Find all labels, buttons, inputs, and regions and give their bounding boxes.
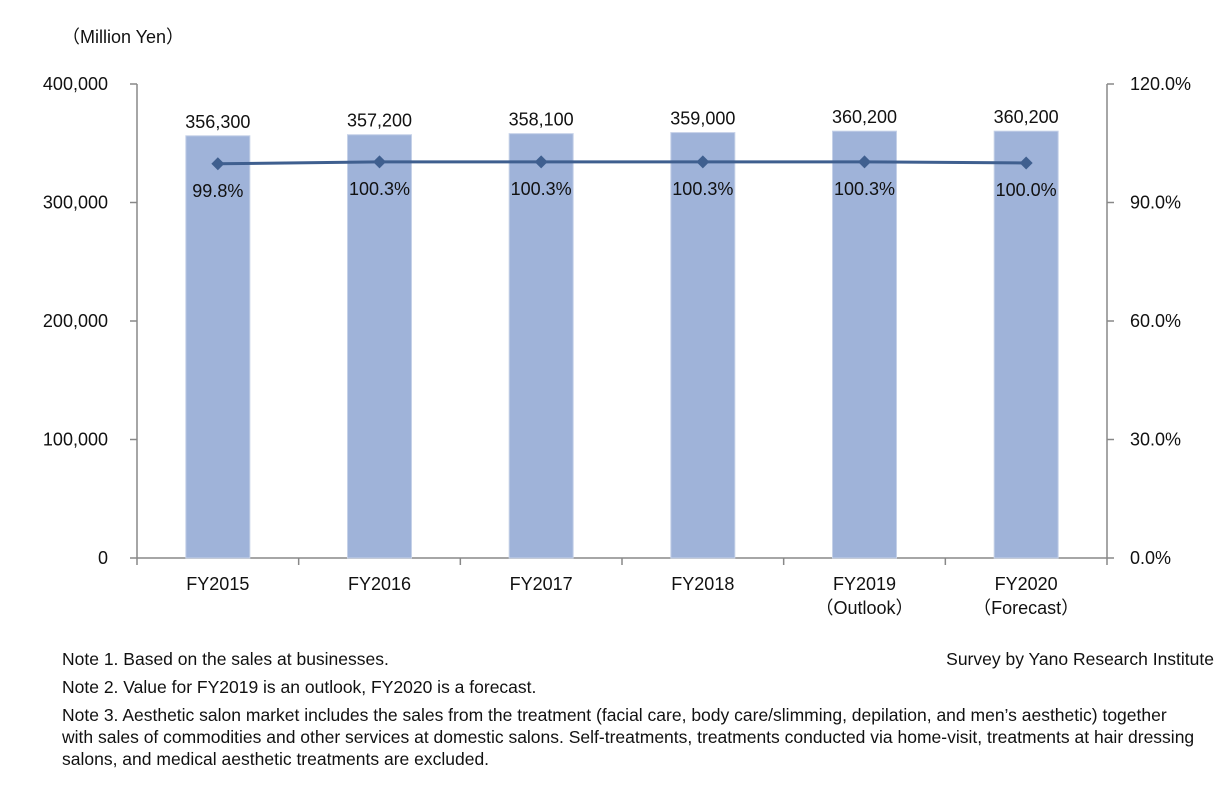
source-credit: Survey by Yano Research Institute — [946, 649, 1214, 669]
unit-label: （Million Yen） — [62, 27, 184, 47]
x-tick-label: （Forecast） — [973, 598, 1079, 618]
x-tick-label: FY2018 — [671, 574, 734, 594]
bar-series — [185, 130, 1059, 559]
axes: 0 100,000 200,000 300,000 400,000 0.0% 30.0% 60… — [43, 74, 1191, 618]
note-2: Note 2. Value for FY2019 is an outlook, … — [62, 677, 537, 697]
bar — [832, 130, 897, 559]
bar-value-label: 360,200 — [832, 107, 897, 127]
data-labels: 356,300 357,200 358,100 359,000 360,200 360,2… — [185, 107, 1058, 201]
y-right-tick-label: 120.0% — [1130, 74, 1191, 94]
line-value-label: 99.8% — [192, 181, 243, 201]
bar-value-label: 357,200 — [347, 111, 412, 131]
line-value-label: 100.3% — [349, 179, 410, 199]
x-tick-label: FY2017 — [510, 574, 573, 594]
y-left-tick-label: 400,000 — [43, 74, 108, 94]
bar-value-label: 360,200 — [994, 107, 1059, 127]
bar-value-label: 359,000 — [670, 109, 735, 129]
growth-line — [217, 160, 1027, 166]
line-marker — [373, 155, 386, 169]
y-right-tick-label: 30.0% — [1130, 430, 1181, 450]
notes: Note 1. Based on the sales at businesses… — [62, 648, 1212, 776]
note-3: Note 3. Aesthetic salon market includes … — [62, 705, 1195, 769]
line-value-label: 100.3% — [834, 179, 895, 199]
line-marker — [534, 155, 548, 169]
y-left-tick-label: 100,000 — [43, 430, 108, 450]
x-tick-label: FY2019 — [833, 574, 896, 594]
line-marker — [696, 155, 710, 169]
line-marker — [1019, 156, 1033, 170]
note-1: Note 1. Based on the sales at businesses… — [62, 649, 389, 669]
bar — [185, 135, 251, 559]
line-marker — [858, 155, 871, 169]
y-left-tick-label: 200,000 — [43, 311, 108, 331]
line-value-label: 100.3% — [511, 179, 572, 199]
x-tick-label: （Outlook） — [815, 598, 913, 618]
x-tick-label: FY2020 — [995, 574, 1058, 594]
y-right-tick-label: 0.0% — [1130, 548, 1171, 568]
x-tick-label: FY2015 — [186, 574, 249, 594]
x-tick-label: FY2016 — [348, 574, 411, 594]
chart: （Million Yen） 0 100,000 200,000 300,000 400,… — [43, 27, 1191, 618]
line-value-label: 100.0% — [996, 180, 1057, 200]
bar — [347, 134, 412, 559]
y-left-tick-label: 300,000 — [43, 193, 108, 213]
bar-value-label: 356,300 — [185, 112, 250, 132]
y-right-tick-label: 90.0% — [1130, 193, 1181, 213]
bar — [670, 132, 736, 559]
y-left-tick-label: 0 — [98, 548, 108, 568]
line-marker — [211, 157, 225, 171]
bar-value-label: 358,100 — [509, 110, 574, 130]
line-value-label: 100.3% — [672, 179, 733, 199]
line-series — [211, 155, 1033, 171]
bar — [993, 130, 1059, 559]
y-right-tick-label: 60.0% — [1130, 311, 1181, 331]
bar — [508, 133, 574, 559]
